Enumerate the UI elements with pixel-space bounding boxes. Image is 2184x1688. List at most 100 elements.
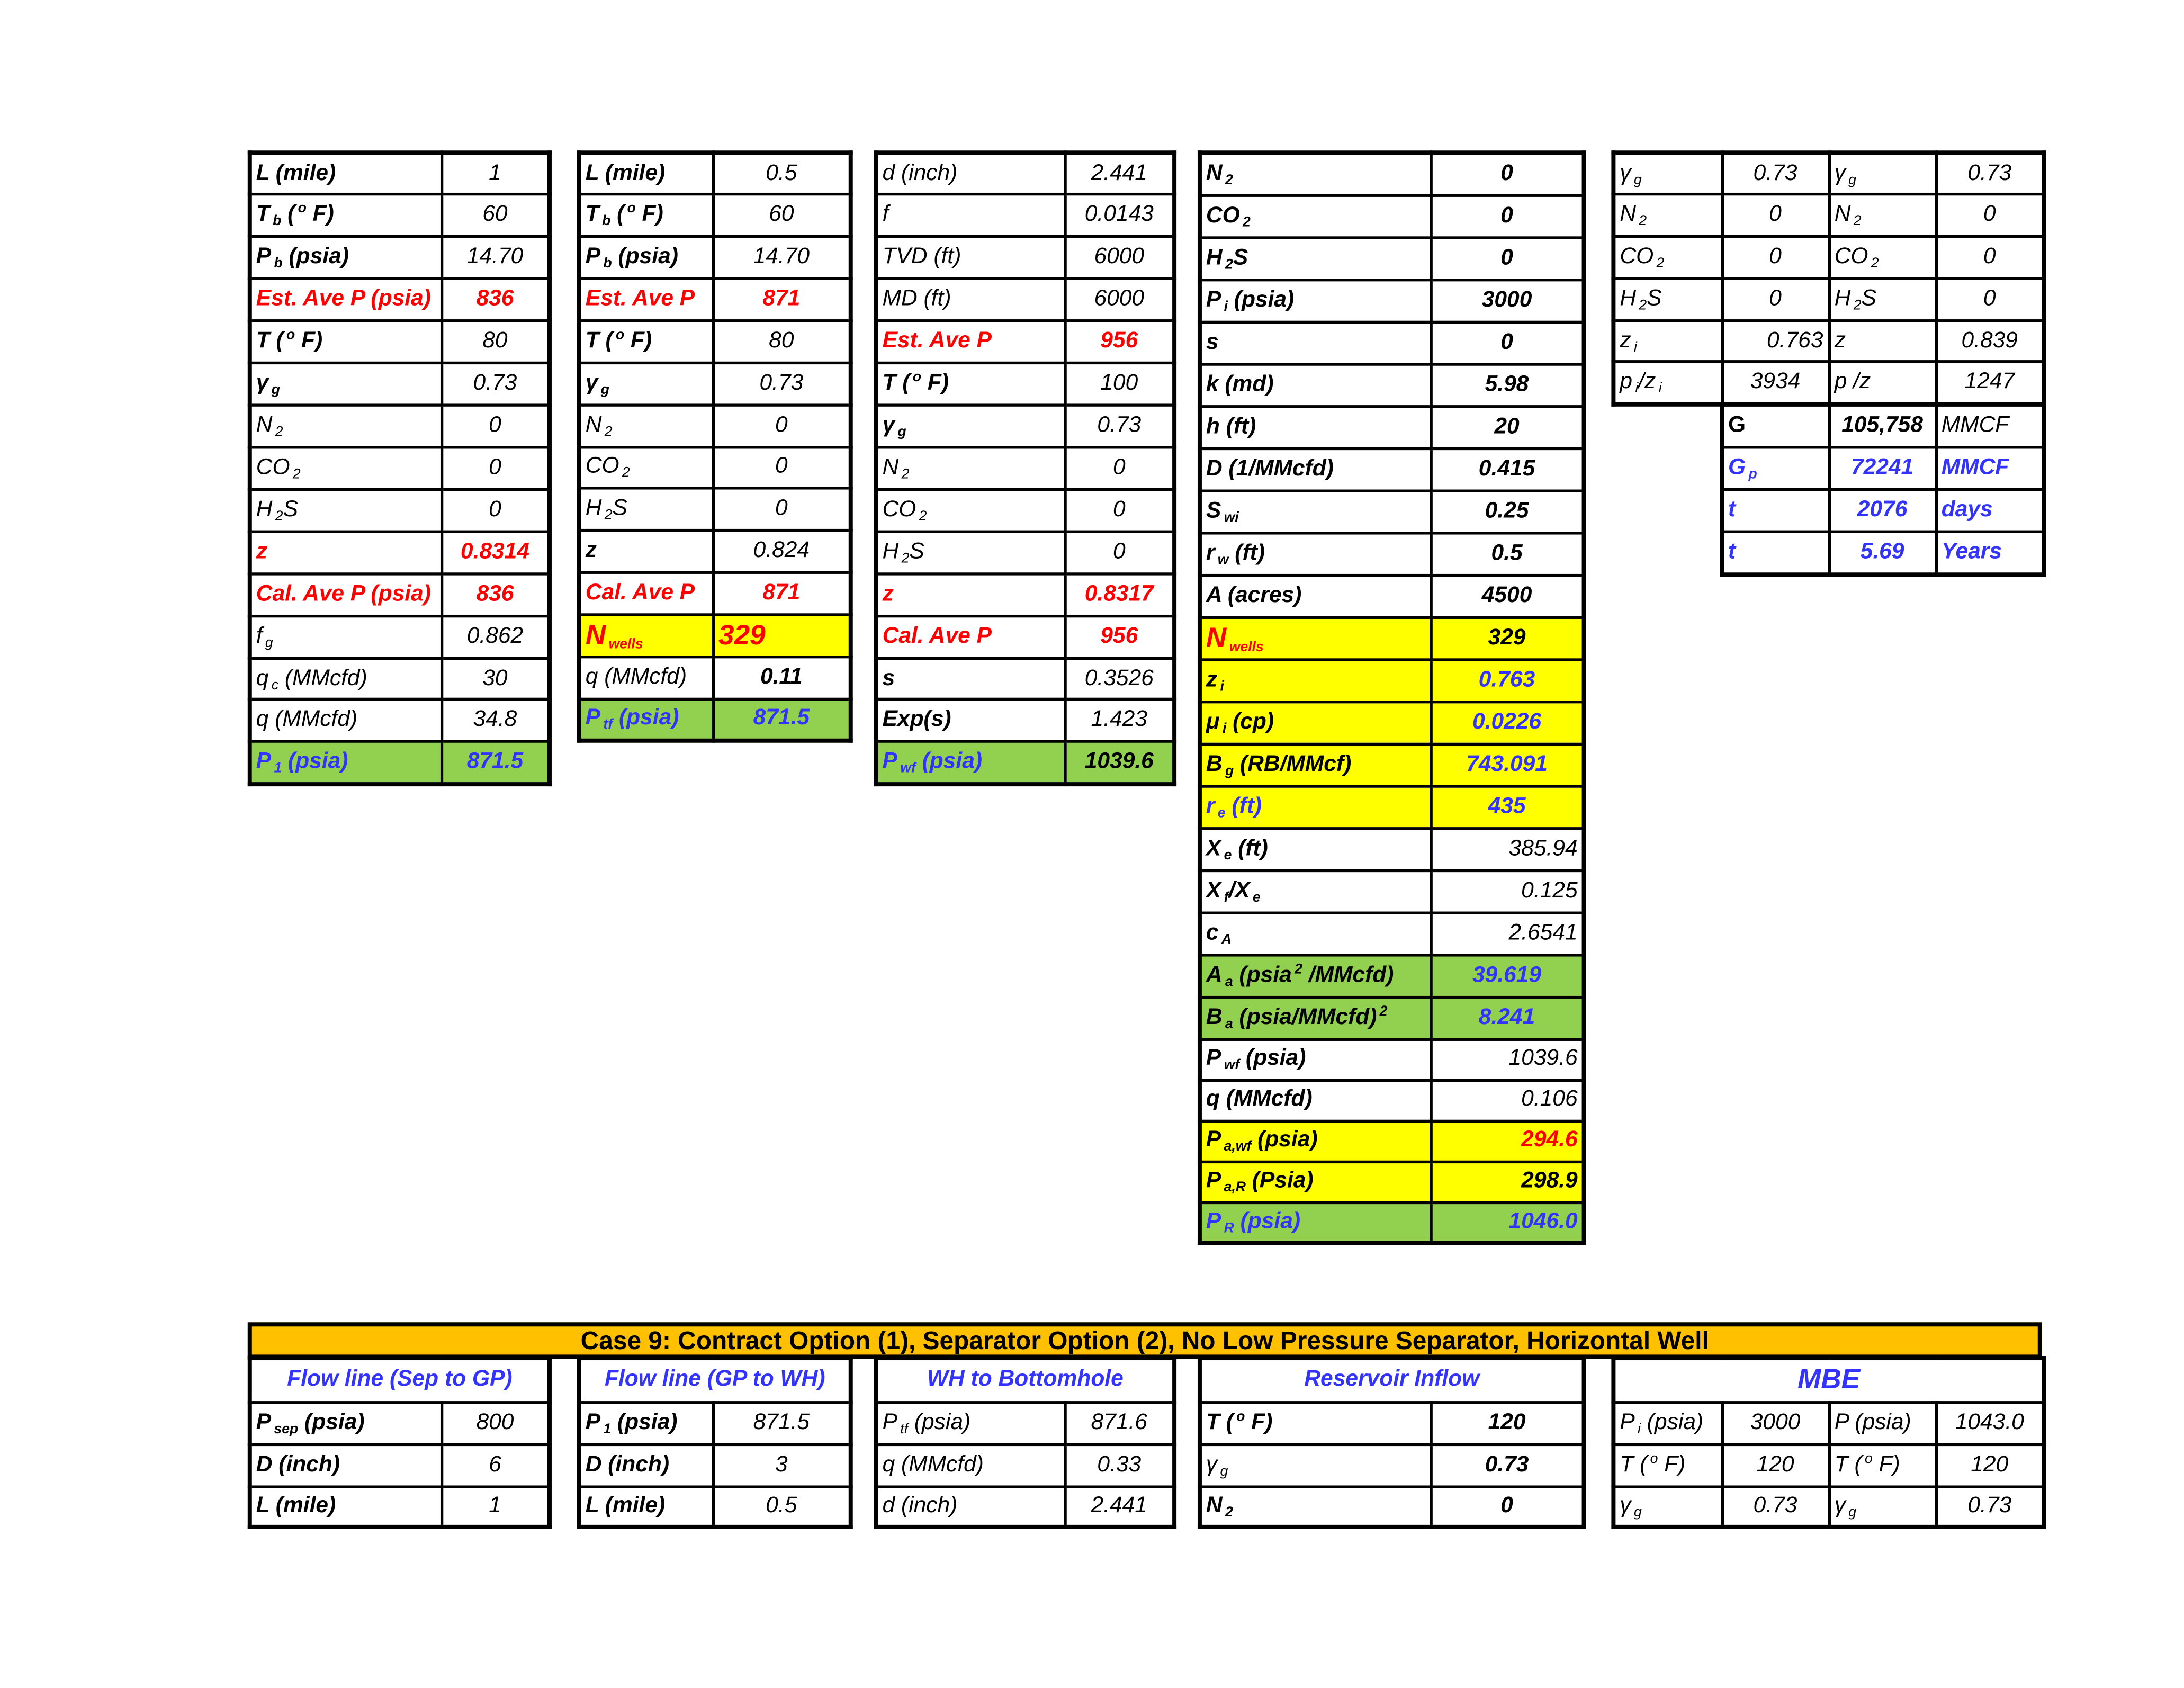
label-d-inch[interactable]: d (inch) — [874, 1485, 1066, 1529]
label-p-psia[interactable]: P (psia) — [1827, 1400, 1937, 1445]
value-l-mile[interactable]: 1 — [439, 151, 551, 196]
value-tb-o-f[interactable]: 60 — [439, 193, 551, 238]
label-mmcf[interactable]: MMCF — [1934, 445, 2046, 491]
label-co2[interactable]: CO 2 — [1198, 193, 1432, 239]
label-h2s[interactable]: H 2S — [1827, 277, 1937, 322]
label-co2[interactable]: CO 2 — [248, 446, 443, 491]
label-a-acres[interactable]: A (acres) — [1198, 573, 1432, 618]
label-z[interactable]: z — [248, 530, 443, 575]
value-a-acres[interactable]: 4500 — [1429, 573, 1586, 618]
label-h2s[interactable]: H 2S — [1612, 277, 1723, 322]
value-p-z[interactable]: 1247 — [1934, 361, 2046, 406]
value-re-ft[interactable]: 435 — [1429, 784, 1586, 830]
value-cal-ave-p[interactable]: 871 — [711, 571, 852, 616]
label-k-md[interactable]: k (md) — [1198, 362, 1432, 408]
value-p1-psia[interactable]: 871.5 — [711, 1400, 852, 1445]
value-aa-psia2-mmcfd[interactable]: 39.619 — [1429, 953, 1586, 998]
label-d-inch[interactable]: D (inch) — [578, 1442, 714, 1488]
label-g[interactable]: G — [1720, 403, 1830, 448]
value-bg-rb-mmcf[interactable]: 743.091 — [1429, 742, 1586, 787]
value-rw-ft[interactable]: 0.5 — [1429, 531, 1586, 576]
value-est-ave-p[interactable]: 956 — [1063, 319, 1176, 365]
label-z[interactable]: z — [874, 572, 1066, 617]
value-g[interactable]: 0.73 — [1429, 1442, 1586, 1488]
value-s[interactable]: 0 — [1429, 320, 1586, 365]
value-tvd-ft[interactable]: 6000 — [1063, 235, 1176, 281]
value-fg[interactable]: 0.862 — [439, 614, 551, 659]
value-i-cp[interactable]: 0.0226 — [1429, 699, 1586, 745]
label-q-mmcfd[interactable]: q (MMcfd) — [1198, 1078, 1432, 1122]
value-z[interactable]: 0.824 — [711, 529, 852, 574]
label-q-mmcfd[interactable]: q (MMcfd) — [874, 1442, 1066, 1488]
value-n2[interactable]: 0 — [711, 403, 852, 448]
value-md-ft[interactable]: 6000 — [1063, 277, 1176, 322]
value-exps[interactable]: 1.423 — [1063, 698, 1176, 743]
label-t-o-f[interactable]: T (o F) — [1827, 1442, 1937, 1488]
value-co2[interactable]: 0 — [1720, 235, 1830, 280]
value-pr-psia[interactable]: 1046.0 — [1429, 1200, 1586, 1244]
value-t-o-f[interactable]: 120 — [1429, 1400, 1586, 1445]
value-g[interactable]: 105,758 — [1827, 403, 1937, 448]
value-pa-r-psia[interactable]: 298.9 — [1429, 1160, 1586, 1204]
value-pa-wf-psia[interactable]: 294.6 — [1429, 1119, 1586, 1163]
value-d-inch[interactable]: 6 — [439, 1442, 551, 1488]
value-d-inch[interactable]: 3 — [711, 1442, 852, 1488]
value-d-1-mmcfd[interactable]: 0.415 — [1429, 446, 1586, 492]
label-s[interactable]: s — [1198, 320, 1432, 365]
label-co2[interactable]: CO 2 — [1612, 235, 1723, 280]
value-pwf-psia[interactable]: 1039.6 — [1063, 740, 1176, 786]
label-est-ave-p[interactable]: Est. Ave P — [874, 319, 1066, 365]
label-t-o-f[interactable]: T (o F) — [1198, 1400, 1432, 1445]
value-q-mmcfd[interactable]: 34.8 — [439, 698, 551, 743]
label-d-inch[interactable]: D (inch) — [248, 1442, 443, 1488]
value-h2s[interactable]: 0 — [1934, 277, 2046, 322]
label-mmcf[interactable]: MMCF — [1934, 403, 2046, 448]
value-g[interactable]: 0.73 — [1934, 1485, 2046, 1529]
label-cal-ave-p[interactable]: Cal. Ave P — [874, 614, 1066, 659]
value-n2[interactable]: 0 — [1720, 193, 1830, 238]
value-pb-psia[interactable]: 14.70 — [439, 235, 551, 281]
value-xe-ft[interactable]: 385.94 — [1429, 826, 1586, 872]
value-h2s[interactable]: 0 — [711, 487, 852, 532]
value-t-o-f[interactable]: 120 — [1720, 1442, 1830, 1488]
value-t-o-f[interactable]: 80 — [439, 319, 551, 365]
value-q-mmcfd[interactable]: 0.33 — [1063, 1442, 1176, 1488]
label-exps[interactable]: Exp(s) — [874, 698, 1066, 743]
value-nwells[interactable]: 329 — [711, 613, 852, 658]
label-d-1-mmcfd[interactable]: D (1/MMcfd) — [1198, 446, 1432, 492]
label-cal-ave-p[interactable]: Cal. Ave P — [578, 571, 714, 616]
value-pb-psia[interactable]: 14.70 — [711, 235, 852, 280]
label-h2s[interactable]: H 2S — [874, 530, 1066, 575]
value-t-o-f[interactable]: 100 — [1063, 362, 1176, 407]
value-d-inch[interactable]: 2.441 — [1063, 1485, 1176, 1529]
label-est-ave-p[interactable]: Est. Ave P — [578, 277, 714, 322]
value-g[interactable]: 0.73 — [1063, 403, 1176, 449]
label-f[interactable]: f — [874, 193, 1066, 238]
label-co2[interactable]: CO 2 — [1827, 235, 1937, 280]
value-g[interactable]: 0.73 — [1720, 151, 1830, 196]
value-h2s[interactable]: 0 — [439, 488, 551, 533]
